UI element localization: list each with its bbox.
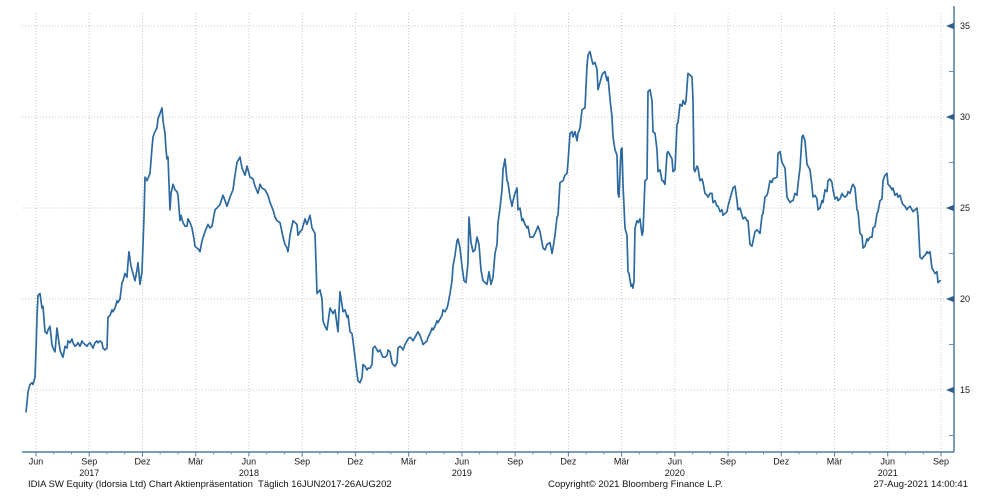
x-tick-label: Mär (827, 457, 843, 467)
y-tick-arrow-icon (946, 386, 954, 394)
y-tick-arrow-icon (946, 113, 954, 121)
year-label: 2019 (452, 468, 472, 478)
x-tick-label: Jun (455, 457, 470, 467)
x-tick-label: Mär (188, 457, 204, 467)
year-label: 2021 (878, 468, 898, 478)
x-tick-label: Sep (720, 457, 736, 467)
x-tick-label: Jun (881, 457, 896, 467)
x-tick-label: Jun (29, 457, 44, 467)
y-tick-label: 35 (960, 21, 970, 31)
x-tick-label: Jun (242, 457, 257, 467)
x-tick-label: Sep (294, 457, 310, 467)
x-tick-label: Dez (347, 457, 364, 467)
x-tick-label: Jun (668, 457, 683, 467)
year-label: 2020 (665, 468, 685, 478)
x-tick-label: Sep (507, 457, 523, 467)
y-tick-label: 15 (960, 385, 970, 395)
price-series (25, 50, 941, 413)
x-tick-label: Sep (933, 457, 949, 467)
y-tick-label: 20 (960, 294, 970, 304)
x-tick-label: Dez (560, 457, 577, 467)
year-label: 2018 (239, 468, 259, 478)
x-tick-label: Dez (134, 457, 151, 467)
y-tick-arrow-icon (946, 295, 954, 303)
y-tick-arrow-icon (946, 22, 954, 30)
price-line (25, 50, 941, 413)
timestamp: 27-Aug-2021 14:00:41 (873, 479, 968, 490)
security-description: IDIA SW Equity (Idorsia Ltd) Chart Aktie… (28, 479, 392, 490)
y-tick-arrow-icon (946, 204, 954, 212)
x-tick-label: Sep (81, 457, 97, 467)
axes (22, 6, 955, 457)
year-label: 2017 (79, 468, 99, 478)
x-tick-label: Mär (401, 457, 417, 467)
x-tick-label: Dez (773, 457, 790, 467)
y-tick-label: 25 (960, 203, 970, 213)
y-tick-label: 30 (960, 112, 970, 122)
x-tick-label: Mär (614, 457, 630, 467)
copyright-notice: Copyright© 2021 Bloomberg Finance L.P. (548, 479, 723, 490)
gridlines (22, 13, 954, 452)
